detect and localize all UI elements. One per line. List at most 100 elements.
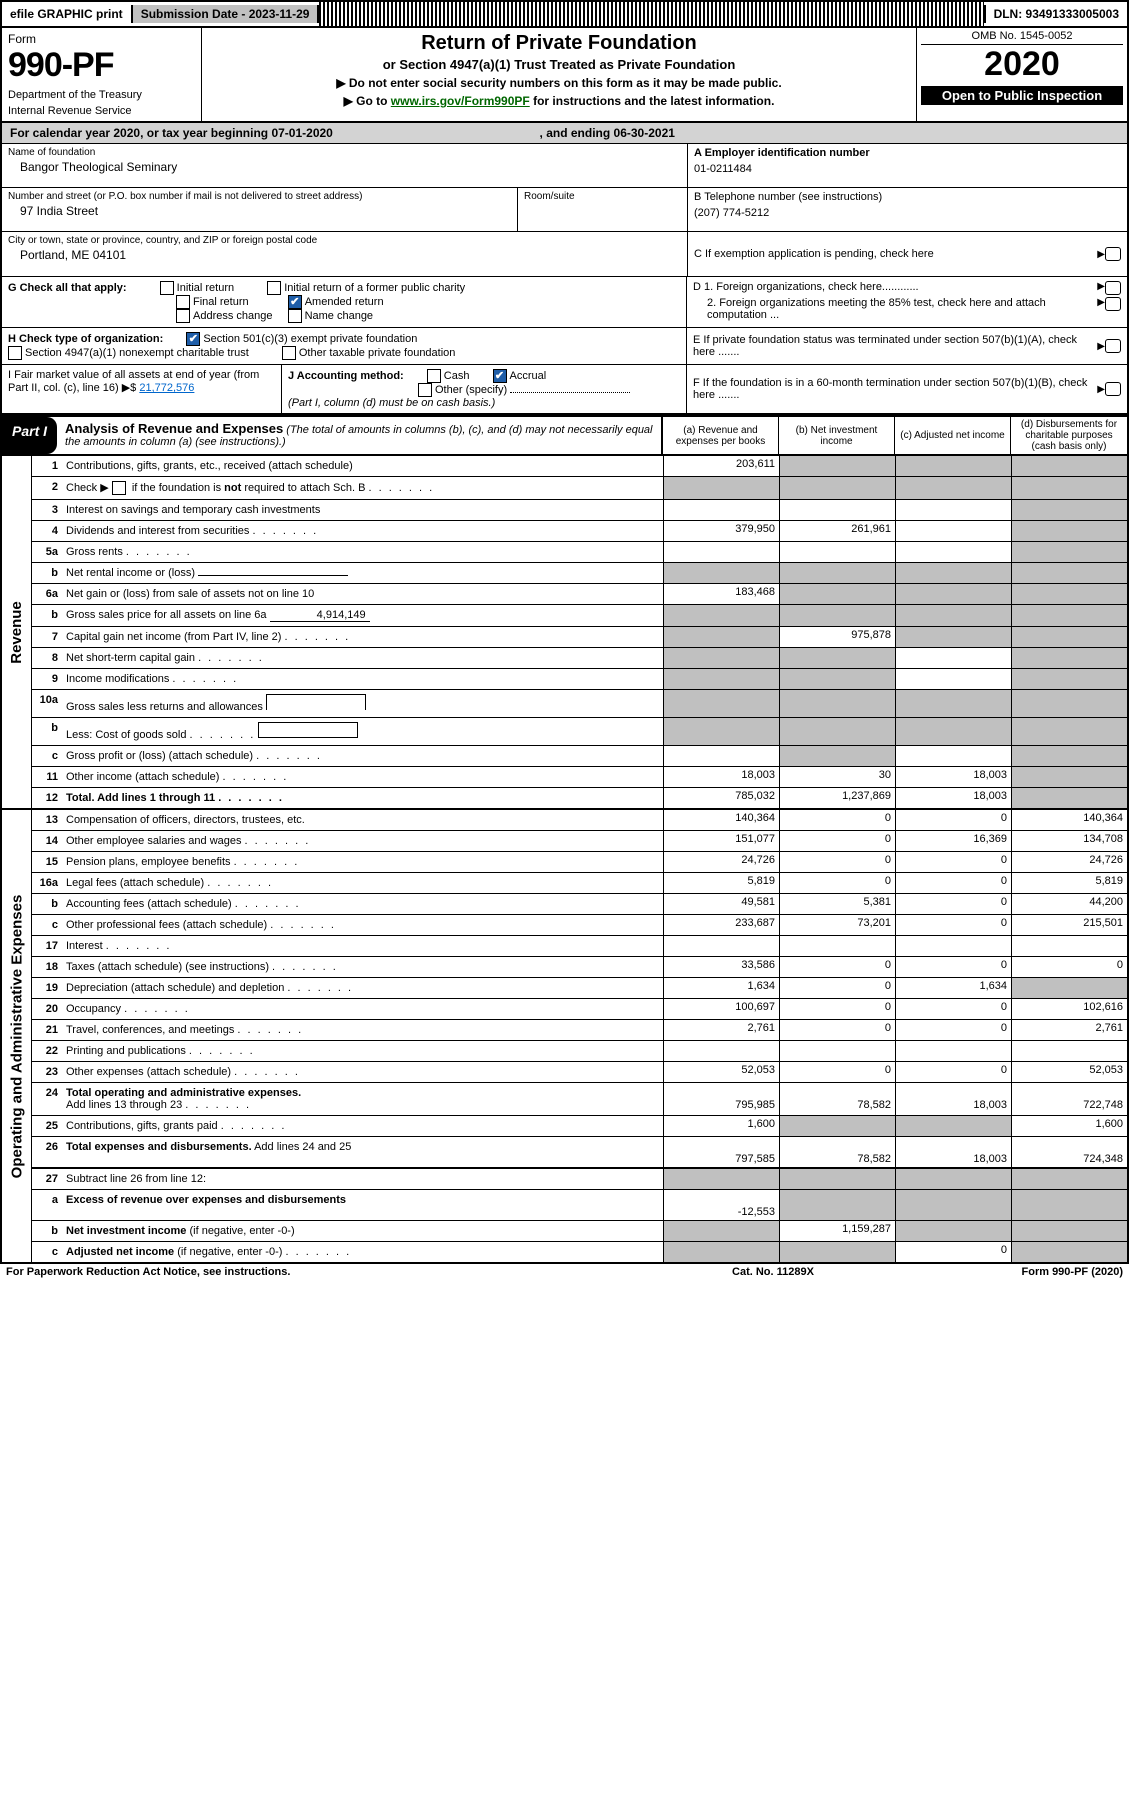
irs-link[interactable]: www.irs.gov/Form990PF [391,94,530,108]
line-num: 2 [32,477,62,499]
fmv-value[interactable]: 21,772,576 [139,382,194,394]
col-c-val [895,456,1011,476]
line-num: b [32,1221,62,1241]
initial-public-checkbox[interactable] [267,281,281,295]
line-desc: Travel, conferences, and meetings [62,1020,663,1040]
final-return-checkbox[interactable] [176,295,190,309]
page-footer: For Paperwork Reduction Act Notice, see … [0,1264,1129,1280]
line-num: 10a [32,690,62,717]
initial-return-checkbox[interactable] [160,281,174,295]
accrual-checkbox[interactable]: ✔ [493,369,507,383]
col-d-val: 52,053 [1011,1062,1127,1082]
goto-prefix: ▶ Go to [344,94,391,108]
address-change-checkbox[interactable] [176,309,190,323]
col-d-val: 44,200 [1011,894,1127,914]
col-d-val [1011,746,1127,766]
col-b-val [779,1041,895,1061]
cash-label: Cash [444,370,470,382]
col-d-val [1011,669,1127,689]
line-desc: Adjusted net income (if negative, enter … [62,1242,663,1262]
col-a-val: 785,032 [663,788,779,808]
schb-checkbox[interactable] [112,481,126,495]
col-c-val [895,669,1011,689]
d1-checkbox[interactable] [1105,281,1121,295]
col-d-val: 1,600 [1011,1116,1127,1136]
f-checkbox[interactable] [1105,382,1121,396]
col-d-val [1011,1190,1127,1220]
line-desc: Net gain or (loss) from sale of assets n… [62,584,663,604]
line-desc: Other expenses (attach schedule) [62,1062,663,1082]
d2-checkbox[interactable] [1105,297,1121,311]
exemption-checkbox[interactable] [1105,247,1121,261]
col-c-val: 18,003 [895,1137,1011,1167]
501c3-checkbox[interactable]: ✔ [186,332,200,346]
expenses-section: Operating and Administrative Expenses 13… [0,810,1129,1264]
other-method-checkbox[interactable] [418,383,432,397]
name-change-checkbox[interactable] [288,309,302,323]
col-b-val [779,1116,895,1136]
arrow-icon: ▶ [1097,281,1105,295]
line-desc: Gross sales price for all assets on line… [62,605,663,626]
col-d-val [1011,978,1127,998]
other-taxable-label: Other taxable private foundation [299,347,456,359]
line-7: 7 Capital gain net income (from Part IV,… [32,627,1127,648]
city-label: City or town, state or province, country… [8,235,681,246]
calyear-start: 07-01-2020 [271,126,332,140]
cash-checkbox[interactable] [427,369,441,383]
line-11: 11 Other income (attach schedule) 18,003… [32,767,1127,788]
col-b-val: 78,582 [779,1137,895,1167]
line-27a: aExcess of revenue over expenses and dis… [32,1190,1127,1221]
e-checkbox[interactable] [1105,339,1121,353]
amended-return-checkbox[interactable]: ✔ [288,295,302,309]
col-d-val [1011,500,1127,520]
col-a-val: 33,586 [663,957,779,977]
other-taxable-checkbox[interactable] [282,346,296,360]
section-h-e: H Check type of organization: ✔Section 5… [0,328,1129,365]
line-desc: Excess of revenue over expenses and disb… [62,1190,663,1220]
line-1: 1 Contributions, gifts, grants, etc., re… [32,456,1127,477]
4947a1-checkbox[interactable] [8,346,22,360]
i-label: I Fair market value of all assets at end… [8,369,259,394]
col-c-val: 0 [895,915,1011,935]
line-num: 27 [32,1169,62,1189]
col-c-val: 0 [895,1242,1011,1262]
col-b-val: 1,159,287 [779,1221,895,1241]
line-num: 22 [32,1041,62,1061]
col-b-val: 30 [779,767,895,787]
col-a-header: (a) Revenue and expenses per books [663,417,779,454]
line-num: 24 [32,1083,62,1115]
line-desc: Depreciation (attach schedule) and deple… [62,978,663,998]
line-desc: Gross sales less returns and allowances [62,690,663,717]
street-address: 97 India Street [8,204,511,218]
line-18: 18Taxes (attach schedule) (see instructi… [32,957,1127,978]
line-num: b [32,563,62,583]
col-b-val: 0 [779,1020,895,1040]
submission-date: Submission Date - 2023-11-29 [133,5,320,23]
line-27c: cAdjusted net income (if negative, enter… [32,1242,1127,1262]
col-c-val [895,542,1011,562]
col-c-val [895,648,1011,668]
col-b-header: (b) Net investment income [779,417,895,454]
col-b-val [779,690,895,717]
col-b-val: 0 [779,957,895,977]
line-desc: Contributions, gifts, grants, etc., rece… [62,456,663,476]
entity-info-block: Name of foundation Bangor Theological Se… [0,144,1129,277]
catalog-number: Cat. No. 11289X [623,1266,923,1278]
line-desc: Accounting fees (attach schedule) [62,894,663,914]
top-bar-filler [319,2,983,26]
col-d-val: 0 [1011,957,1127,977]
col-c-val: 18,003 [895,1083,1011,1115]
line-6a: 6a Net gain or (loss) from sale of asset… [32,584,1127,605]
line-25: 25Contributions, gifts, grants paid 1,60… [32,1116,1127,1137]
col-d-val: 724,348 [1011,1137,1127,1167]
line-6b: b Gross sales price for all assets on li… [32,605,1127,627]
top-bar: efile GRAPHIC print Submission Date - 20… [0,0,1129,28]
col-b-val [779,477,895,499]
col-d-val [1011,1221,1127,1241]
col-b-val: 5,381 [779,894,895,914]
col-a-val: 797,585 [663,1137,779,1167]
col-b-val [779,1169,895,1189]
line-23: 23Other expenses (attach schedule) 52,05… [32,1062,1127,1083]
col-d-val [1011,788,1127,808]
form-footer-label: Form 990-PF (2020) [923,1266,1123,1278]
